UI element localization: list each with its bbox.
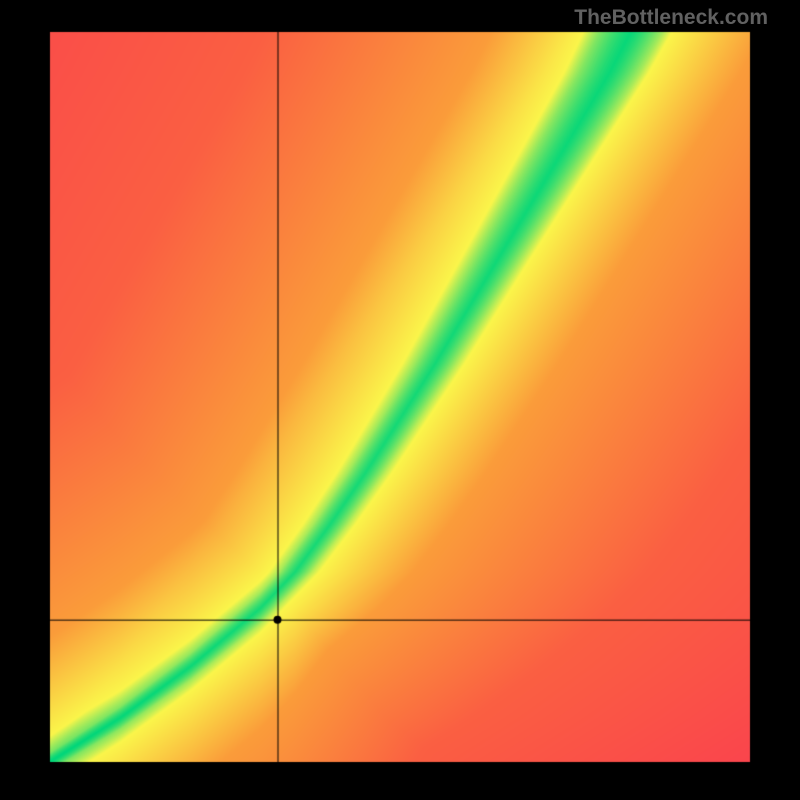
bottleneck-heatmap — [0, 0, 800, 800]
watermark-text: TheBottleneck.com — [574, 6, 768, 30]
